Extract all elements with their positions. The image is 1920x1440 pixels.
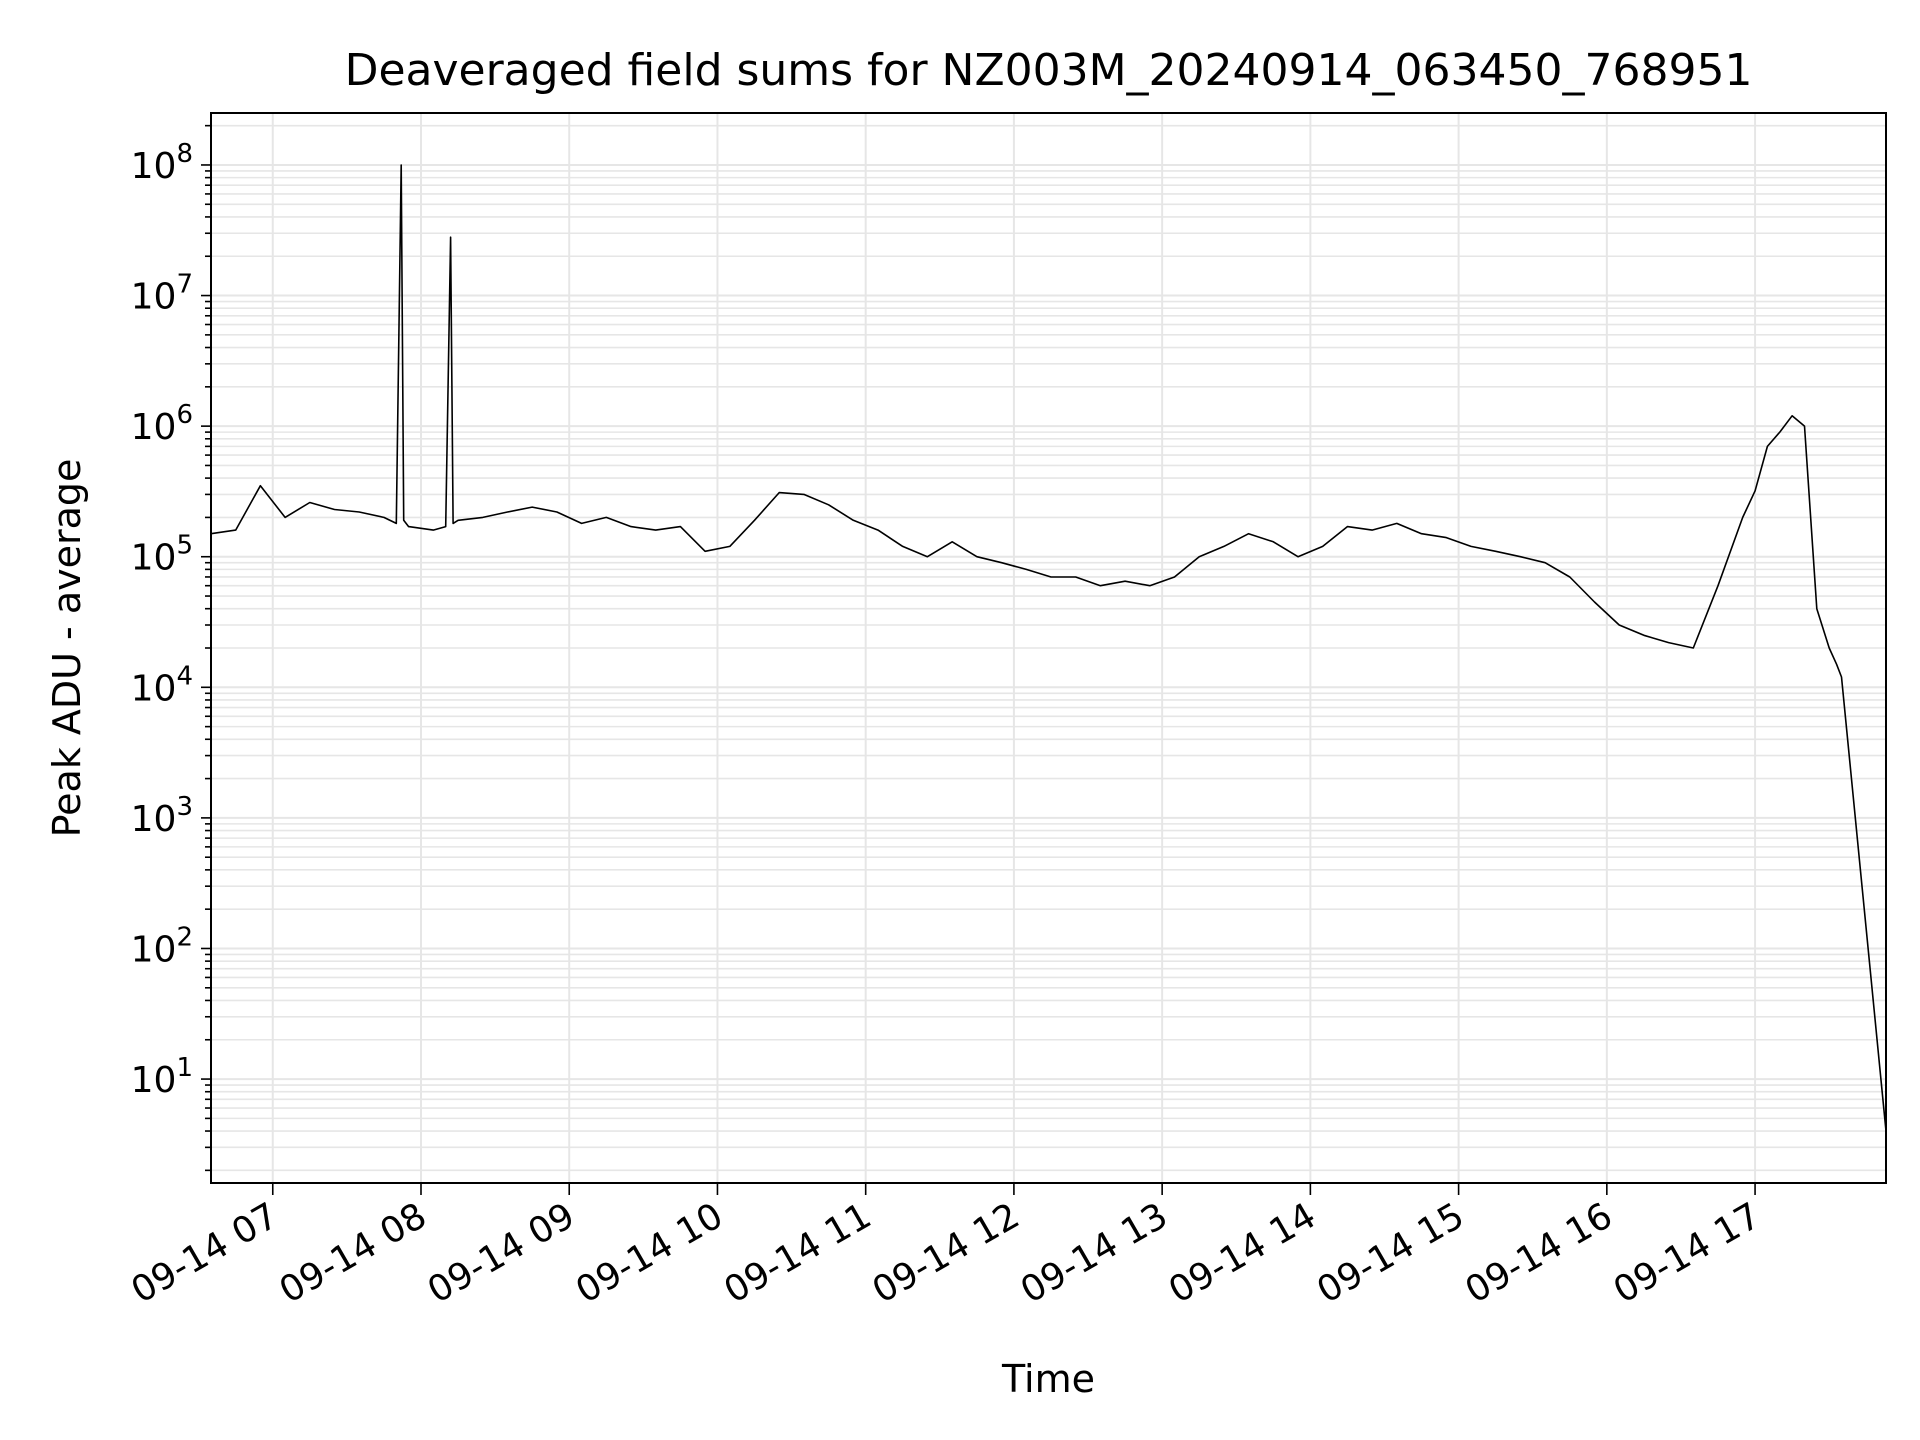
y-tick-base: 10 (131, 799, 177, 840)
x-tick-label: 09-14 13 (1014, 1195, 1175, 1311)
y-tick-exponent: 8 (176, 139, 193, 169)
x-tick-label: 09-14 12 (866, 1195, 1027, 1311)
series-line (210, 164, 1887, 1132)
x-axis-label: Time (1001, 1357, 1095, 1401)
y-tick-base: 10 (131, 929, 177, 970)
y-tick-base: 10 (131, 277, 177, 318)
x-tick-label: 09-14 15 (1310, 1195, 1471, 1311)
series-layer (210, 164, 1887, 1132)
x-tick-label: 09-14 11 (718, 1195, 879, 1311)
y-tick-label: 105 (131, 531, 193, 579)
x-tick-label: 09-14 10 (569, 1195, 730, 1311)
x-tick-label: 09-14 14 (1162, 1195, 1323, 1311)
y-tick-label: 107 (131, 270, 193, 318)
x-tick-label: 09-14 09 (421, 1195, 582, 1311)
y-tick-label: 104 (131, 661, 193, 709)
y-tick-base: 10 (131, 1060, 177, 1101)
y-tick-base: 10 (131, 538, 177, 579)
x-tick-label: 09-14 08 (273, 1195, 434, 1311)
y-tick-exponent: 1 (176, 1053, 193, 1083)
y-tick-label: 108 (131, 139, 193, 187)
y-tick-exponent: 6 (176, 400, 193, 430)
y-tick-exponent: 5 (176, 531, 193, 561)
y-tick-base: 10 (131, 668, 177, 709)
y-axis-label: Peak ADU - average (45, 459, 89, 838)
x-tick-label: 09-14 16 (1459, 1195, 1620, 1311)
y-tick-base: 10 (131, 146, 177, 187)
y-tick-label: 106 (131, 400, 193, 448)
x-tick-label: 09-14 17 (1607, 1195, 1768, 1311)
y-tick-exponent: 2 (176, 922, 193, 952)
y-tick-label: 103 (131, 792, 193, 840)
y-tick-label: 102 (131, 922, 193, 970)
y-tick-exponent: 3 (176, 792, 193, 822)
y-tick-label: 101 (131, 1053, 193, 1101)
y-tick-exponent: 4 (176, 661, 193, 691)
y-tick-exponent: 7 (176, 270, 193, 300)
y-tick-base: 10 (131, 407, 177, 448)
grid-lines (211, 113, 1886, 1183)
x-tick-label: 09-14 07 (125, 1195, 286, 1311)
chart-title: Deaveraged field sums for NZ003M_2024091… (345, 45, 1753, 96)
